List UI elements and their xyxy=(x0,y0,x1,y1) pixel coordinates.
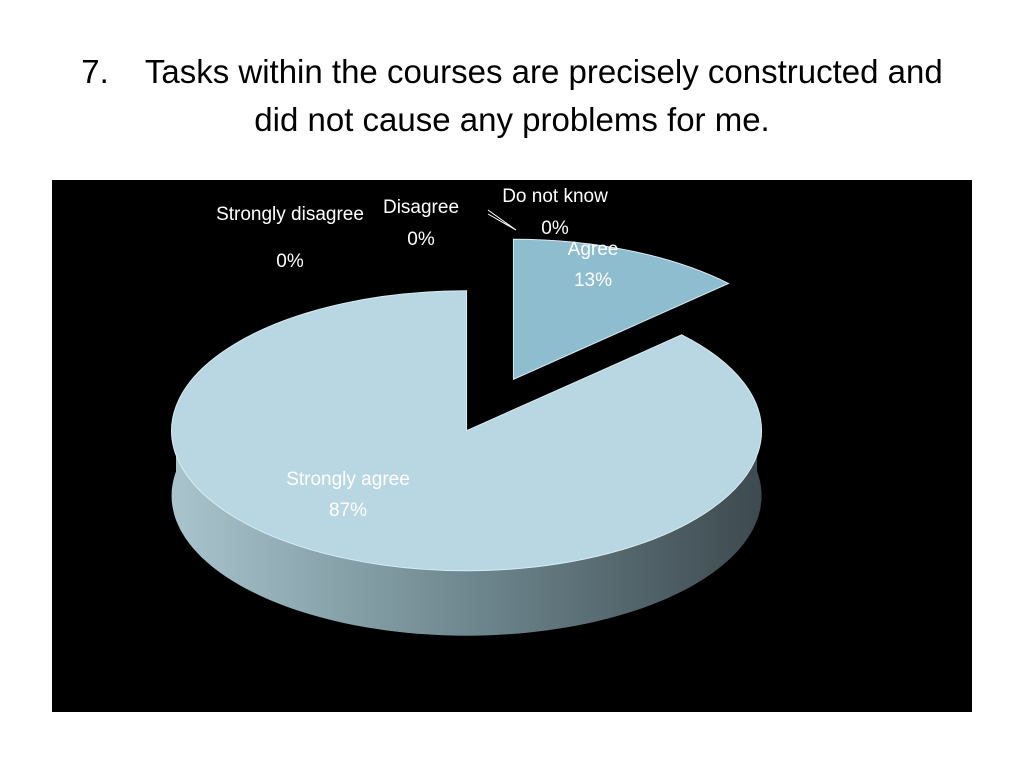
slice-side xyxy=(171,406,762,636)
leader-line xyxy=(487,209,517,231)
slide-title: 7. Tasks within the courses are precisel… xyxy=(81,53,952,138)
data-label-category: Disagree xyxy=(383,197,459,218)
data-label-value: 13% xyxy=(574,270,612,291)
data-label-category: Strongly agree xyxy=(286,469,410,490)
data-label-value: 87% xyxy=(329,500,367,521)
data-label-category: Strongly disagree xyxy=(216,204,364,225)
data-label-category: Do not know xyxy=(502,186,608,207)
slice xyxy=(512,238,730,381)
leader-line xyxy=(487,213,517,231)
slice xyxy=(171,290,763,572)
data-label-value: 0% xyxy=(276,251,304,272)
data-label-value: 0% xyxy=(407,229,435,250)
data-label-category: Agree xyxy=(568,239,619,260)
data-label-value: 0% xyxy=(541,218,569,239)
